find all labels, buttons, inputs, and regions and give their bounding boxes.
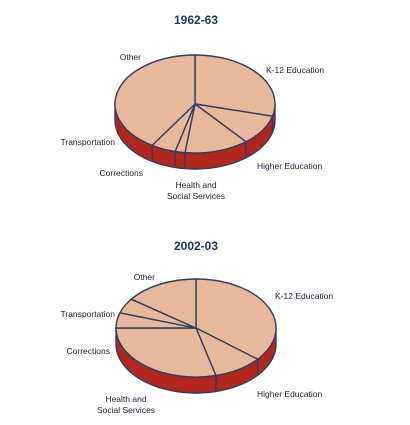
pie-slice-k-12-education bbox=[195, 278, 277, 360]
slice-label-health-and-social-services: Health and Social Services bbox=[97, 394, 155, 415]
pie-slice-health-and-social-services bbox=[184, 103, 247, 154]
slice-label-k-12-education: K-12 Education bbox=[266, 65, 324, 75]
chart-title: 2002-03 bbox=[174, 239, 218, 253]
slice-label-transportation: Transportation bbox=[61, 137, 116, 147]
slice-label-other: Other bbox=[134, 272, 155, 282]
pie-slice-k-12-education bbox=[194, 54, 276, 117]
pie-chart-2002-03: 2002-03 K-12 Education Higher Education He… bbox=[61, 239, 334, 415]
slice-label-corrections: Corrections bbox=[67, 346, 110, 356]
slice-label-corrections: Corrections bbox=[100, 168, 143, 178]
pie-slice-other bbox=[114, 54, 196, 147]
slice-label-transportation: Transportation bbox=[61, 309, 116, 319]
chart-title: 1962-63 bbox=[174, 13, 218, 27]
slice-label-other: Other bbox=[120, 52, 141, 62]
slice-label-health-and-social-services: Health and Social Services bbox=[167, 180, 225, 201]
slice-label-k-12-education: K-12 Education bbox=[275, 291, 333, 301]
pie-slice-health-and-social-services bbox=[115, 327, 217, 378]
slice-label-higher-education: Higher Education bbox=[257, 161, 322, 171]
pie-slice-other bbox=[130, 278, 197, 329]
pie-chart-1962-63: 1962-63 K-12 Education Higher Education He… bbox=[61, 13, 325, 201]
slice-label-higher-education: Higher Education bbox=[257, 389, 322, 399]
